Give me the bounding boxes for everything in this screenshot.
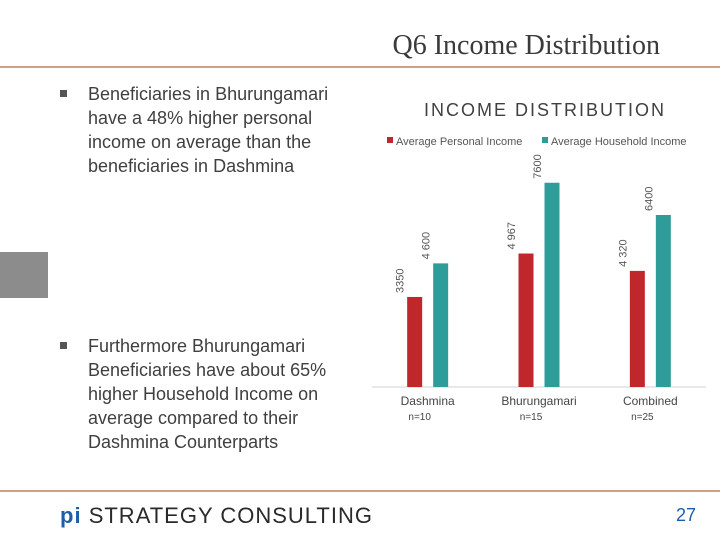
bullet-text: Furthermore Bhurungamari Beneficiaries h… <box>88 336 327 452</box>
footer-divider <box>0 490 720 492</box>
bullet-square-icon <box>60 342 67 349</box>
bullet-text: Beneficiaries in Bhurungamari have a 48%… <box>88 84 329 176</box>
bar-personal <box>407 296 423 387</box>
data-label: 7600 <box>532 154 544 178</box>
brand-prefix: pi <box>60 503 82 528</box>
legend-swatch <box>542 137 548 143</box>
data-label: 4 967 <box>506 222 518 250</box>
bullet-square-icon <box>60 90 67 97</box>
sample-size-label: n=25 <box>631 412 654 423</box>
category-label: Combined <box>623 394 678 408</box>
page-number: 27 <box>675 505 696 525</box>
legend-label: Average Household Income <box>551 136 687 148</box>
data-label: 6400 <box>643 187 655 211</box>
chart-title: INCOME DISTRIBUTION <box>424 100 666 120</box>
data-label: 4 320 <box>617 239 629 267</box>
brand-name: STRATEGY CONSULTING <box>88 503 373 528</box>
title-divider <box>0 66 720 68</box>
data-label: 4 600 <box>421 232 433 260</box>
bar-household <box>433 263 449 387</box>
sample-size-label: n=10 <box>408 412 431 423</box>
legend-label: Average Personal Income <box>396 136 522 148</box>
sample-size-label: n=15 <box>520 412 543 423</box>
bar-personal <box>629 270 645 387</box>
decorative-gray-block <box>0 252 48 298</box>
data-label: 3350 <box>395 268 407 292</box>
income-distribution-chart: INCOME DISTRIBUTION Average Personal Inco… <box>372 100 706 423</box>
category-label: Bhurungamari <box>501 394 576 408</box>
bar-household <box>544 182 560 387</box>
slide-title: Q6 Income Distribution <box>392 30 660 61</box>
bullet-personal-income: Beneficiaries in Bhurungamari have a 48%… <box>60 82 340 178</box>
bullet-household-income: Furthermore Bhurungamari Beneficiaries h… <box>60 334 340 454</box>
category-label: Dashmina <box>401 394 455 408</box>
legend-swatch <box>387 137 393 143</box>
brand-logo: pi STRATEGY CONSULTING <box>60 503 373 529</box>
bar-household <box>655 215 671 387</box>
bar-personal <box>518 253 534 387</box>
